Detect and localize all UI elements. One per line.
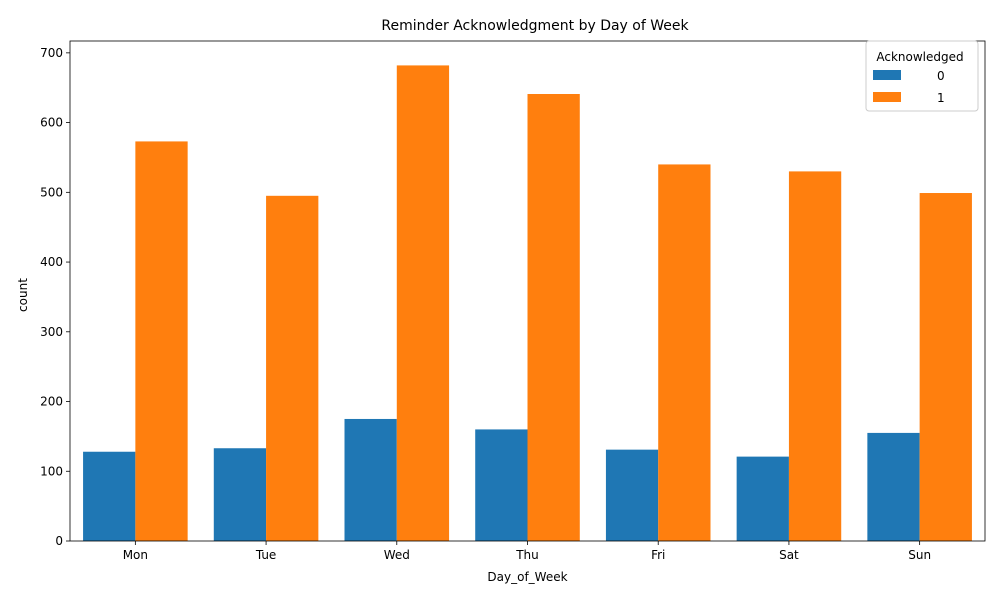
bar-thu-series-1: [527, 94, 580, 541]
y-tick-label: 0: [55, 534, 63, 548]
legend-label-0: 0: [937, 69, 945, 83]
x-axis-label: Day_of_Week: [487, 570, 567, 584]
legend-label-1: 1: [937, 91, 945, 105]
bar-tue-series-0: [213, 448, 267, 541]
legend-swatch-1: [873, 92, 901, 102]
bars-layer: [83, 65, 972, 542]
legend-entries: 01: [873, 69, 945, 105]
x-tick-label: Thu: [515, 548, 539, 562]
bar-fri-series-0: [605, 449, 659, 541]
bar-thu-series-0: [475, 429, 528, 541]
legend: Acknowledged 01: [865, 40, 979, 112]
x-tick-label: Sun: [908, 548, 931, 562]
y-tick-label: 400: [40, 255, 63, 269]
y-axis-label: count: [16, 278, 30, 312]
bar-tue-series-1: [266, 195, 319, 541]
bar-sat-series-1: [788, 171, 842, 541]
bar-sun-series-0: [867, 432, 920, 541]
x-tick-label: Fri: [651, 548, 665, 562]
x-tick-label: Sat: [779, 548, 799, 562]
legend-title: Acknowledged: [876, 50, 963, 64]
y-tick-label: 300: [40, 325, 63, 339]
bar-wed-series-0: [344, 418, 397, 541]
y-tick-label: 100: [40, 464, 63, 478]
plot-frame: [69, 40, 986, 542]
bar-sat-series-0: [736, 456, 789, 541]
y-tick-label: 700: [40, 46, 63, 60]
bar-mon-series-0: [83, 451, 136, 541]
axes-layer: Mon Tue Wed Thu Fri Sat Sun0100200300400500600…: [40, 40, 986, 562]
bar-fri-series-1: [658, 164, 711, 541]
legend-swatch-0: [873, 70, 901, 80]
bar-mon-series-1: [135, 141, 188, 542]
x-tick-label: Tue: [255, 548, 277, 562]
y-tick-label: 500: [40, 185, 63, 199]
bar-sun-series-1: [919, 193, 972, 541]
bar-wed-series-1: [396, 65, 450, 541]
y-tick-label: 200: [40, 395, 63, 409]
chart-title: Reminder Acknowledgment by Day of Week: [381, 18, 689, 34]
x-tick-label: Wed: [384, 548, 410, 562]
x-tick-label: Mon: [123, 548, 148, 562]
y-tick-label: 600: [40, 116, 63, 130]
